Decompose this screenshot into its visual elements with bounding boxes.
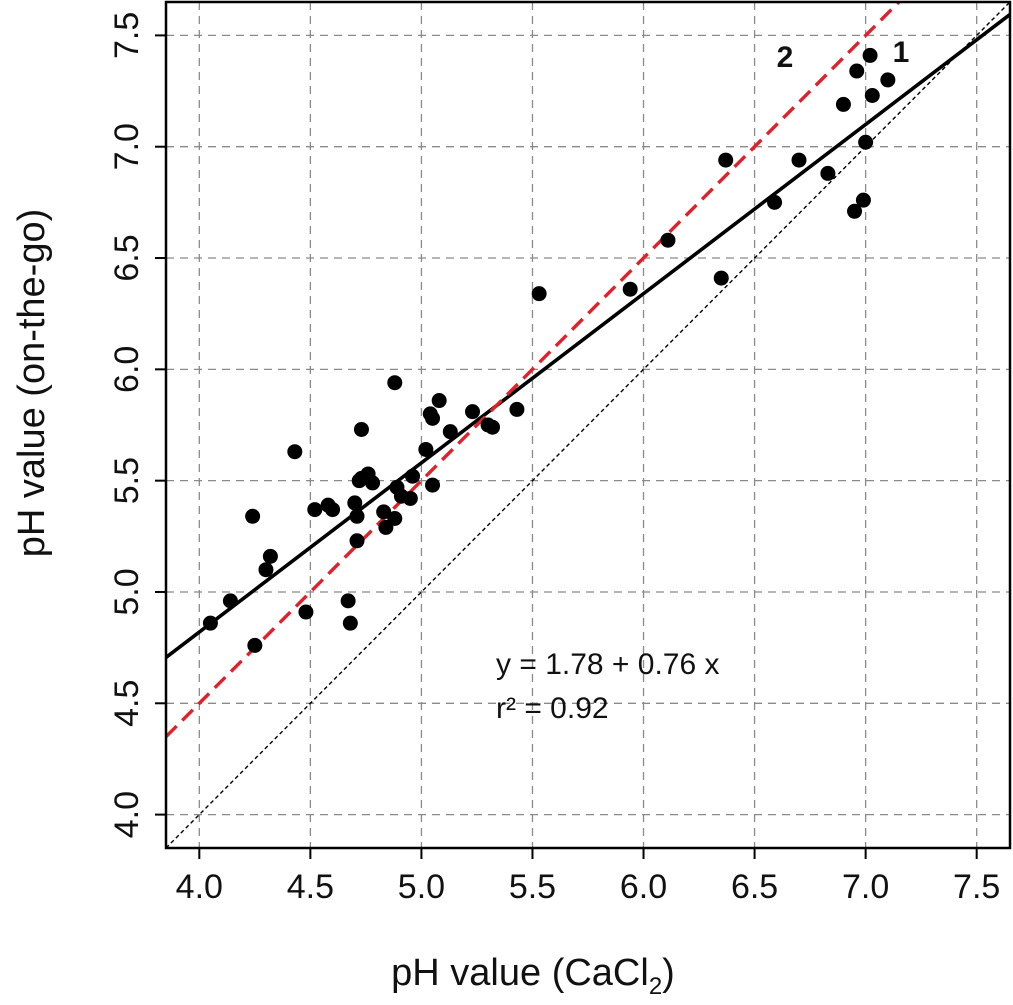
data-point: [262, 548, 278, 564]
data-point: [847, 203, 863, 219]
data-point: [376, 504, 392, 520]
regression-equation: y = 1.78 + 0.76 x: [496, 648, 720, 681]
y-tick-label: 6.0: [108, 346, 146, 393]
x-tick-label: 5.0: [398, 868, 445, 906]
data-point: [849, 63, 865, 79]
regression-line-1: [164, 13, 1012, 659]
line-label-2: 2: [777, 41, 794, 74]
data-point: [258, 562, 274, 578]
data-point: [287, 444, 303, 460]
y-tick-label: 5.5: [108, 457, 146, 504]
data-point: [245, 508, 261, 524]
x-tick-label: 7.0: [842, 868, 889, 906]
data-point: [353, 421, 369, 437]
data-point: [465, 404, 481, 420]
x-axis-title-subscript: 2: [649, 973, 662, 1000]
data-point: [660, 232, 676, 248]
r-squared: r² = 0.92: [496, 692, 609, 725]
data-point: [202, 615, 218, 631]
data-point: [718, 152, 734, 168]
data-point: [342, 615, 358, 631]
data-point: [880, 72, 896, 88]
data-point: [307, 502, 323, 518]
y-axis-title: pH value (on-the-go): [11, 209, 53, 558]
data-point: [713, 270, 729, 286]
data-point: [431, 393, 447, 409]
data-point: [484, 419, 500, 435]
data-point: [247, 637, 263, 653]
y-tick-label: 7.5: [108, 12, 146, 59]
data-point: [349, 533, 365, 549]
data-point: [791, 152, 807, 168]
y-tick-label: 7.0: [108, 123, 146, 170]
data-point: [222, 593, 238, 609]
data-point: [622, 281, 638, 297]
x-tick-label: 6.0: [620, 868, 667, 906]
y-tick-label: 6.5: [108, 234, 146, 281]
data-point: [820, 165, 836, 181]
x-axis-title: pH value (CaCl2): [391, 952, 675, 1000]
axis-ticks: 4.0 4.5 5.0 5.5 6.0 6.5 7.0 7.5 4.0 4.5 5.0 5.5 6.0 6…: [108, 12, 1000, 906]
data-point: [387, 511, 403, 527]
x-tick-label: 6.5: [731, 868, 778, 906]
data-point: [864, 88, 880, 104]
data-point: [347, 495, 363, 511]
x-tick-label: 4.5: [287, 868, 334, 906]
data-point: [862, 47, 878, 63]
data-points: [202, 47, 896, 653]
y-tick-label: 5.0: [108, 568, 146, 615]
y-tick-label: 4.5: [108, 680, 146, 727]
data-point: [365, 475, 381, 491]
data-point: [442, 424, 458, 440]
data-point: [425, 477, 441, 493]
data-point: [418, 441, 434, 457]
data-point: [835, 96, 851, 112]
x-tick-label: 5.5: [509, 868, 556, 906]
data-point: [405, 468, 421, 484]
data-point: [387, 375, 403, 391]
data-point: [402, 490, 418, 506]
plot-frame: [164, 0, 1012, 850]
reference-line-2: [164, 0, 901, 738]
data-point: [531, 286, 547, 302]
x-axis-title-main: pH value (CaCl: [391, 952, 649, 994]
data-point: [509, 401, 525, 417]
data-point: [325, 502, 341, 518]
data-point: [425, 410, 441, 426]
data-point: [858, 134, 874, 150]
y-tick-label: 4.0: [108, 791, 146, 838]
grid: [166, 2, 1010, 848]
data-point: [340, 593, 356, 609]
data-point: [298, 604, 314, 620]
x-axis-title-suffix: ): [662, 952, 675, 994]
data-point: [855, 192, 871, 208]
x-tick-label: 7.5: [953, 868, 1000, 906]
data-point: [767, 194, 783, 210]
line-label-1: 1: [893, 36, 910, 69]
data-point: [349, 508, 365, 524]
x-tick-label: 4.0: [176, 868, 223, 906]
